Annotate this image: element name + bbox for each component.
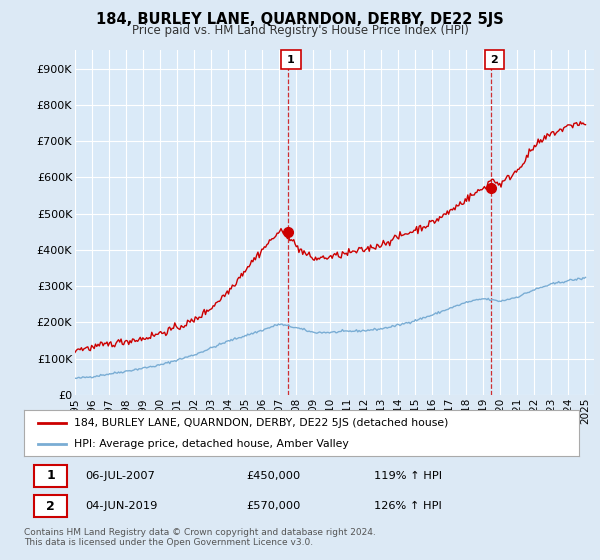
FancyBboxPatch shape: [34, 465, 67, 487]
Text: HPI: Average price, detached house, Amber Valley: HPI: Average price, detached house, Ambe…: [74, 439, 349, 449]
Text: 126% ↑ HPI: 126% ↑ HPI: [374, 501, 442, 511]
Text: 2: 2: [46, 500, 55, 512]
Text: 06-JUL-2007: 06-JUL-2007: [85, 471, 155, 480]
Text: 184, BURLEY LANE, QUARNDON, DERBY, DE22 5JS (detached house): 184, BURLEY LANE, QUARNDON, DERBY, DE22 …: [74, 418, 448, 428]
Text: £570,000: £570,000: [246, 501, 301, 511]
FancyBboxPatch shape: [281, 50, 301, 69]
FancyBboxPatch shape: [485, 50, 504, 69]
Text: 184, BURLEY LANE, QUARNDON, DERBY, DE22 5JS: 184, BURLEY LANE, QUARNDON, DERBY, DE22 …: [96, 12, 504, 27]
Text: 1: 1: [287, 55, 295, 65]
Text: Price paid vs. HM Land Registry's House Price Index (HPI): Price paid vs. HM Land Registry's House …: [131, 24, 469, 36]
Text: 2: 2: [490, 55, 498, 65]
Text: £450,000: £450,000: [246, 471, 300, 480]
Text: 119% ↑ HPI: 119% ↑ HPI: [374, 471, 442, 480]
Text: 1: 1: [46, 469, 55, 482]
FancyBboxPatch shape: [34, 495, 67, 517]
Text: 04-JUN-2019: 04-JUN-2019: [85, 501, 157, 511]
Text: Contains HM Land Registry data © Crown copyright and database right 2024.
This d: Contains HM Land Registry data © Crown c…: [24, 528, 376, 547]
